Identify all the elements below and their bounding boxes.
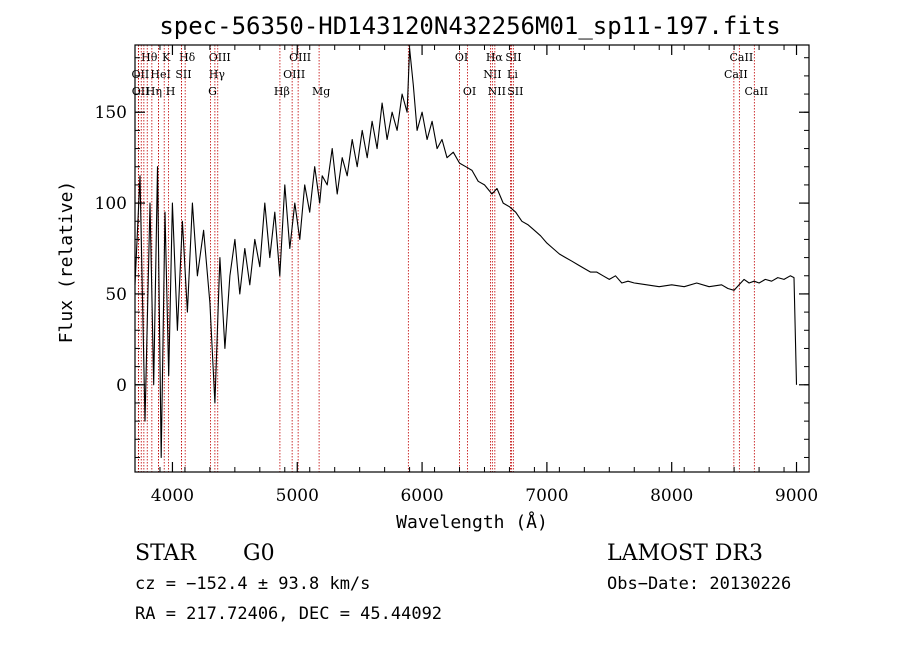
y-tick-label-1: 50 [105, 285, 127, 305]
line-label-16: CaII [724, 68, 748, 81]
line-label-10: HeI [150, 68, 170, 81]
spectrum-series [134, 48, 798, 459]
y-tick-label-0: 0 [116, 376, 127, 396]
x-tick-label-2: 6000 [400, 486, 443, 506]
line-label-22: Mg [312, 85, 330, 98]
x-tick-label-5: 9000 [775, 486, 818, 506]
line-label-19: H [166, 85, 176, 98]
chart-title: spec-56350-HD143120N432256M01_sp11-197.f… [159, 12, 780, 40]
line-label-20: G [208, 85, 217, 98]
line-label-9: OII [132, 68, 150, 81]
line-label-26: CaII [744, 85, 768, 98]
line-label-17: OII [132, 85, 150, 98]
line-label-21: Hβ [274, 85, 290, 98]
x-tick-label-1: 5000 [276, 486, 319, 506]
line-label-24: NII [488, 85, 506, 98]
y-tick-label-3: 150 [95, 103, 127, 123]
y-axis-label: Flux (relative) [56, 181, 77, 344]
line-label-14: NII [483, 68, 501, 81]
line-label-1: K [162, 51, 171, 64]
object-class: STAR [135, 541, 197, 566]
observation-date: Obs−Date: 20130226 [607, 574, 791, 594]
line-label-0: Hθ [141, 51, 158, 64]
line-label-15: Li [507, 68, 518, 81]
line-label-8: CaII [730, 51, 754, 64]
series-line-0 [134, 48, 798, 459]
plot-frame [134, 44, 810, 473]
redshift-velocity: cz = −152.4 ± 93.8 km/s [135, 574, 370, 594]
y-tick-label-2: 100 [95, 194, 127, 214]
line-label-12: Hγ [209, 68, 226, 81]
line-label-4: OIII [289, 51, 311, 64]
line-label-11: SII [175, 68, 191, 81]
line-label-13: OIII [283, 68, 305, 81]
line-label-18: Hη [146, 85, 162, 98]
survey-name: LAMOST DR3 [607, 541, 763, 566]
line-label-5: OI [455, 51, 468, 64]
axis-ticks: 4000 5000 6000 7000 8000 9000 0 50 100 150 [95, 45, 818, 506]
x-tick-label-3: 7000 [525, 486, 568, 506]
line-label-25: SII [507, 85, 523, 98]
line-label-2: Hδ [179, 51, 196, 64]
x-axis-label: Wavelength (Å) [396, 511, 548, 533]
object-subclass: G0 [243, 541, 275, 566]
line-label-23: OI [463, 85, 476, 98]
coordinates: RA = 217.72406, DEC = 45.44092 [135, 604, 442, 624]
x-tick-label-4: 8000 [650, 486, 693, 506]
line-label-3: OIII [209, 51, 231, 64]
x-tick-label-0: 4000 [151, 486, 194, 506]
